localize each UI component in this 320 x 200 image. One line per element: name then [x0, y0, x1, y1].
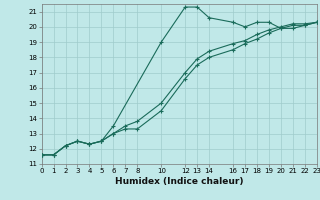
X-axis label: Humidex (Indice chaleur): Humidex (Indice chaleur) [115, 177, 244, 186]
